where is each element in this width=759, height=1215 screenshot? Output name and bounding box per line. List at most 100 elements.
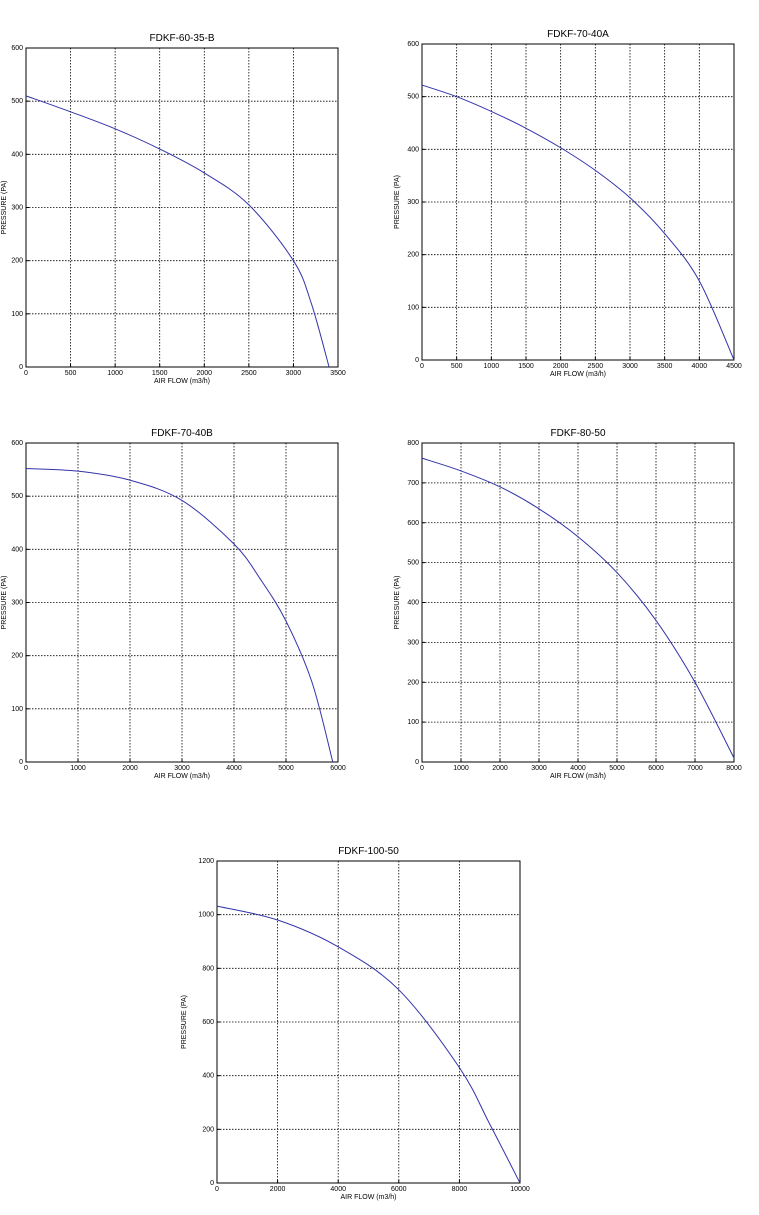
- performance-curve: [25, 468, 334, 763]
- x-tick-label: 0: [420, 765, 424, 772]
- y-tick-label: 300: [407, 199, 419, 206]
- chart-svg: 0 2000 4000 6000 8000 10000 0 200 400 600 800 1000 1…: [181, 846, 530, 1201]
- chart-svg: 0 500 1000 1500 2000 2500 3000 3500 0 100 200 300 40…: [1, 33, 346, 385]
- y-axis-label: PRESSURE (PA): [1, 181, 8, 235]
- x-tick-label: 8000: [726, 765, 742, 772]
- y-tick-label: 1200: [198, 858, 214, 865]
- performance-curve: [216, 905, 521, 1184]
- x-tick-label: 2500: [241, 370, 257, 377]
- chart-fdkf-70-40a: 0 500 1000 1500 2000 2500 3000 3500 4000 4500 0 100…: [393, 22, 759, 392]
- x-tick-label: 2000: [270, 1186, 286, 1193]
- x-tick-label: 10000: [510, 1186, 530, 1193]
- y-axis-label: PRESSURE (PA): [181, 995, 188, 1049]
- y-tick-label: 100: [407, 304, 419, 311]
- x-axis-label: AIR FLOW (m3/h): [550, 371, 606, 378]
- x-axis-label: AIR FLOW (m3/h): [340, 1194, 396, 1201]
- x-tick-label: 6000: [330, 765, 346, 772]
- chart-fdkf-100-50: 0 2000 4000 6000 8000 10000 0 200 400 600 800 1000 1…: [180, 840, 550, 1215]
- y-tick-label: 300: [11, 600, 23, 607]
- x-tick-label: 4000: [570, 765, 586, 772]
- x-tick-label: 8000: [452, 1186, 468, 1193]
- x-tick-label: 2000: [122, 765, 138, 772]
- x-tick-label: 2500: [588, 363, 604, 370]
- y-tick-label: 0: [210, 1180, 214, 1187]
- x-axis-label: AIR FLOW (m3/h): [550, 773, 606, 780]
- y-tick-label: 500: [407, 560, 419, 567]
- y-axis-label: PRESSURE (PA): [1, 576, 8, 630]
- x-tick-label: 1000: [453, 765, 469, 772]
- x-tick-label: 4000: [692, 363, 708, 370]
- x-tick-label: 500: [65, 370, 77, 377]
- y-tick-label: 0: [19, 364, 23, 371]
- x-axis-label: AIR FLOW (m3/h): [154, 378, 210, 385]
- x-tick-label: 1000: [70, 765, 86, 772]
- y-tick-label: 600: [11, 45, 23, 52]
- x-tick-label: 5000: [278, 765, 294, 772]
- y-tick-label: 0: [415, 759, 419, 766]
- y-tick-label: 200: [202, 1126, 214, 1133]
- x-tick-label: 4000: [226, 765, 242, 772]
- x-tick-label: 0: [24, 370, 28, 377]
- y-tick-label: 600: [407, 520, 419, 527]
- x-tick-label: 5000: [609, 765, 625, 772]
- x-tick-label: 6000: [391, 1186, 407, 1193]
- chart-title: FDKF-60-35-B: [149, 33, 214, 44]
- y-tick-label: 500: [11, 98, 23, 105]
- y-tick-label: 300: [11, 205, 23, 212]
- y-tick-label: 100: [407, 719, 419, 726]
- x-tick-label: 0: [24, 765, 28, 772]
- y-tick-label: 500: [11, 493, 23, 500]
- x-tick-label: 1500: [152, 370, 168, 377]
- chart-fdkf-70-40b: 0 1000 2000 3000 4000 5000 6000 0 100 200 300 400 50…: [0, 423, 365, 793]
- chart-svg: 0 500 1000 1500 2000 2500 3000 3500 4000 4500 0 100…: [394, 29, 742, 378]
- x-tick-label: 500: [451, 363, 463, 370]
- x-tick-label: 4000: [330, 1186, 346, 1193]
- y-tick-label: 500: [407, 94, 419, 101]
- y-tick-label: 100: [11, 311, 23, 318]
- x-tick-label: 4500: [726, 363, 742, 370]
- chart-fdkf-80-50: 0 1000 2000 3000 4000 5000 6000 7000 8000 0 100 200…: [393, 423, 759, 793]
- y-tick-label: 800: [407, 440, 419, 447]
- y-tick-label: 0: [19, 759, 23, 766]
- chart-svg: 0 1000 2000 3000 4000 5000 6000 0 100 200 300 400 50…: [1, 428, 346, 780]
- x-tick-label: 3500: [330, 370, 346, 377]
- y-tick-label: 600: [11, 440, 23, 447]
- y-tick-label: 400: [407, 600, 419, 607]
- x-tick-label: 1000: [107, 370, 123, 377]
- y-axis-label: PRESSURE (PA): [394, 576, 401, 630]
- x-tick-label: 3000: [286, 370, 302, 377]
- y-axis-label: PRESSURE (PA): [394, 175, 401, 229]
- x-tick-label: 3500: [657, 363, 673, 370]
- y-tick-label: 600: [407, 41, 419, 48]
- y-tick-label: 0: [415, 357, 419, 364]
- x-tick-label: 6000: [648, 765, 664, 772]
- y-tick-label: 200: [407, 252, 419, 259]
- y-tick-label: 800: [202, 965, 214, 972]
- x-tick-label: 0: [420, 363, 424, 370]
- performance-curve: [421, 457, 735, 759]
- x-tick-label: 3000: [622, 363, 638, 370]
- y-tick-label: 300: [407, 639, 419, 646]
- y-tick-label: 400: [202, 1073, 214, 1080]
- y-tick-label: 600: [202, 1019, 214, 1026]
- chart-title: FDKF-80-50: [550, 428, 605, 439]
- performance-curve: [25, 95, 330, 368]
- x-tick-label: 7000: [687, 765, 703, 772]
- x-tick-label: 1000: [484, 363, 500, 370]
- x-tick-label: 0: [215, 1186, 219, 1193]
- x-tick-label: 3000: [531, 765, 547, 772]
- y-tick-label: 200: [11, 258, 23, 265]
- chart-fdkf-60-35-b: 0 500 1000 1500 2000 2500 3000 3500 0 100 200 300 40…: [0, 28, 365, 398]
- x-tick-label: 3000: [174, 765, 190, 772]
- y-tick-label: 400: [11, 546, 23, 553]
- chart-title: FDKF-70-40B: [151, 428, 213, 439]
- y-tick-label: 400: [11, 151, 23, 158]
- y-tick-label: 400: [407, 146, 419, 153]
- y-tick-label: 200: [11, 653, 23, 660]
- y-tick-label: 700: [407, 480, 419, 487]
- y-tick-label: 200: [407, 679, 419, 686]
- x-tick-label: 1500: [518, 363, 534, 370]
- chart-title: FDKF-70-40A: [547, 29, 609, 40]
- x-tick-label: 2000: [553, 363, 569, 370]
- chart-svg: 0 1000 2000 3000 4000 5000 6000 7000 8000 0 100 200…: [394, 428, 742, 780]
